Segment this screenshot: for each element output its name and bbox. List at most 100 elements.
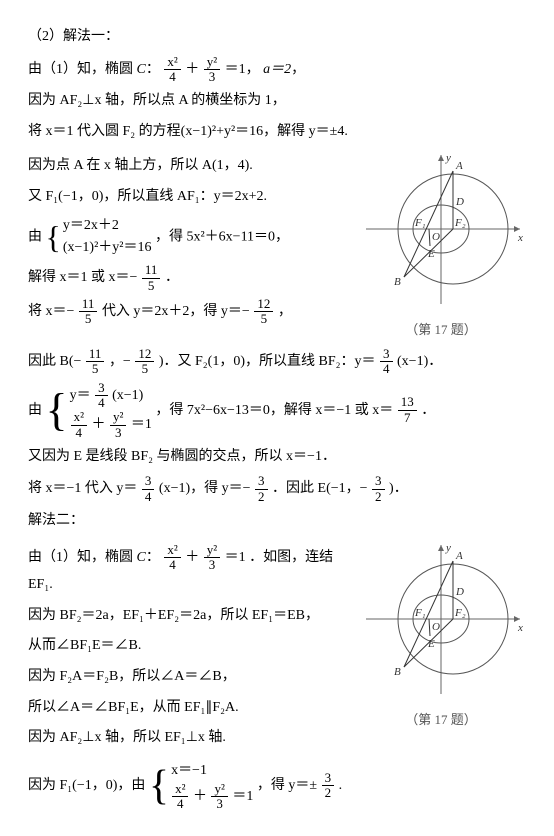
frac: x²4 (164, 55, 180, 85)
eq-line: y＝ 34 (x−1) (70, 388, 144, 403)
eq-line: x²4 ＋ y²3 ＝1 (70, 417, 152, 432)
brace-icon: { (46, 387, 68, 433)
frac: y²3 (204, 543, 220, 573)
svg-text:y: y (445, 542, 451, 554)
brace-block: { y＝2x＋2 (x−1)²＋y²＝16 (46, 215, 152, 260)
den: 4 (95, 396, 108, 410)
den: 5 (86, 362, 105, 376)
frac: 115 (86, 347, 105, 377)
frac: 125 (254, 297, 273, 327)
m2-para-5: 所以∠A＝∠BF₁E，从而 EF₁∥F₂A. (28, 695, 346, 722)
den: 3 (110, 426, 126, 440)
para-3: 将 x＝1 代入圆 F₂ 的方程(x−1)²+y²＝16，解得 y＝±4. (28, 119, 526, 146)
svg-text:E: E (427, 638, 435, 650)
num: y² (110, 410, 126, 425)
para-10: 将 x＝−1 代入 y＝ 34 (x−1)，得 y＝− 32 ．因此 E(−1，… (28, 474, 526, 504)
num: 11 (142, 263, 161, 278)
eq: ＝1 (131, 417, 152, 432)
text: 由 (28, 402, 42, 417)
den: 2 (372, 490, 385, 504)
text: 将 x＝−1 代入 y＝ (28, 481, 137, 496)
system-1: 由 { y＝2x＋2 (x−1)²＋y²＝16 ，得 5x²＋6x−11＝0， (28, 215, 346, 260)
para-9: 又因为 E 是线段 BF₂ 与椭圆的交点，所以 x＝−1． (28, 444, 526, 471)
num: 12 (135, 347, 154, 362)
text: ．因此 E(−1，− (272, 481, 368, 496)
text: y＝ (70, 388, 91, 403)
eq-line: (x−1)²＋y²＝16 (63, 240, 152, 255)
brace-icon: { (46, 221, 61, 253)
text: ． (421, 402, 435, 417)
text: ，得 y＝± (257, 778, 317, 793)
eq: ＝1 (225, 550, 246, 565)
text: (x−1) (112, 388, 143, 403)
plus: ＋ (185, 550, 199, 565)
m2-para-2: 因为 BF₂＝2a，EF₁＋EF₂＝2a，所以 EF₁＝EB， (28, 603, 346, 630)
frac: 115 (79, 297, 98, 327)
text: 由 (28, 229, 42, 244)
num: y² (211, 782, 227, 797)
a-eq-2: a＝2 (263, 62, 291, 77)
brace-block: { y＝ 34 (x−1) x²4 ＋ y²3 ＝1 (46, 381, 152, 440)
frac: x²4 (71, 410, 87, 440)
comma: ， (246, 62, 260, 77)
frac: 34 (142, 474, 155, 504)
den: 4 (172, 797, 188, 811)
frac: 137 (398, 395, 417, 425)
eq: ＝1 (225, 62, 246, 77)
plus: ＋ (92, 417, 106, 432)
para-8: 因此 B(− 115 ，− 125 )．又 F₂(1，0)，所以直线 BF₂：y… (28, 347, 526, 377)
den: 4 (164, 70, 180, 84)
den: 3 (204, 70, 220, 84)
frac: 115 (142, 263, 161, 293)
frac: 34 (380, 347, 393, 377)
den: 4 (71, 426, 87, 440)
text: )． (389, 481, 408, 496)
brace-icon: { (149, 765, 169, 807)
den: 5 (79, 312, 98, 326)
num: x² (71, 410, 87, 425)
svg-text:F₂: F₂ (454, 217, 466, 229)
section-header: （2）解法一： (28, 24, 526, 51)
svg-text:A: A (455, 550, 463, 562)
svg-text:O: O (432, 621, 440, 633)
den: 5 (142, 279, 161, 293)
frac: y²3 (211, 782, 227, 812)
den: 7 (398, 411, 417, 425)
den: 3 (204, 558, 220, 572)
den: 4 (164, 558, 180, 572)
num: x² (164, 55, 180, 70)
frac: y²3 (110, 410, 126, 440)
var-C: C (137, 62, 146, 77)
m2-para-7: 因为 F₁(−1，0)，由 { x＝−1 x²4 ＋ y²3 ＝1 ，得 y＝±… (28, 760, 526, 812)
text: 因为 F₁(−1，0)，由 (28, 778, 145, 793)
num: y² (204, 55, 220, 70)
text: 因此 B(− (28, 354, 81, 369)
svg-text:A: A (455, 160, 463, 172)
den: 4 (380, 362, 393, 376)
eq-line: y＝2x＋2 (63, 218, 119, 233)
frac: 125 (135, 347, 154, 377)
num: x² (172, 782, 188, 797)
svg-text:B: B (394, 666, 401, 678)
svg-text:x: x (517, 622, 523, 634)
svg-text:F₂: F₂ (454, 607, 466, 619)
svg-text:x: x (517, 232, 523, 244)
figure-svg: ABDEF₁F₂Oxy (356, 539, 526, 704)
frac: x²4 (172, 782, 188, 812)
figure-2: ABDEF₁F₂Oxy （第 17 题） (356, 539, 526, 733)
plus: ＋ (193, 789, 207, 804)
frac: 32 (255, 474, 268, 504)
figure-caption: （第 17 题） (356, 708, 526, 733)
frac: 32 (322, 771, 335, 801)
svg-text:B: B (394, 276, 401, 288)
text: ，− (109, 354, 131, 369)
num: 13 (398, 395, 417, 410)
eq-line: x＝−1 (171, 763, 207, 778)
var-C: C (137, 550, 146, 565)
text: . (339, 778, 343, 793)
svg-text:y: y (445, 152, 451, 164)
svg-text:O: O (432, 231, 440, 243)
num: x² (164, 543, 180, 558)
text: ， (278, 304, 292, 319)
num: 11 (79, 297, 98, 312)
